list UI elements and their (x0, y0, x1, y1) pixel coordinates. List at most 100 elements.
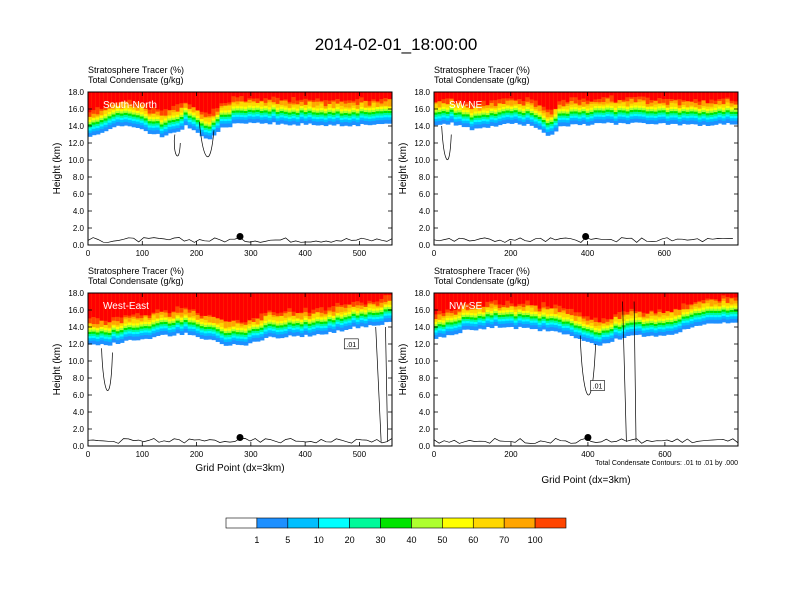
panel-header-condensate: Total Condensate (g/kg) (88, 75, 184, 85)
colorbar-swatch (318, 517, 350, 529)
plot-frame (87, 91, 393, 246)
x-tick-label: 0 (432, 249, 437, 258)
panel-header-condensate: Total Condensate (g/kg) (434, 276, 530, 286)
location-marker (584, 434, 592, 441)
x-tick-label: 600 (658, 450, 672, 459)
panel-header-tracer: Stratosphere Tracer (%) (88, 65, 184, 75)
y-tick-label: 18.0 (414, 88, 430, 97)
plot-frame (87, 292, 393, 447)
panel-label: South-North (103, 100, 157, 111)
panel-4: Stratosphere Tracer (%)Total Condensate … (398, 266, 739, 486)
svg-text:.01: .01 (346, 342, 356, 349)
y-tick-label: 10.0 (68, 156, 84, 165)
condensate-contours (433, 125, 733, 243)
panel-header-tracer: Stratosphere Tracer (%) (88, 266, 184, 276)
y-tick-label: 18.0 (414, 289, 430, 298)
tracer-field (434, 92, 738, 245)
y-tick-label: 18.0 (68, 289, 84, 298)
x-tick-label: 500 (353, 450, 367, 459)
y-tick-label: 0.0 (419, 241, 431, 250)
panel-label: NW-SE (449, 301, 482, 312)
y-tick-label: 10.0 (414, 156, 430, 165)
plot-frame (433, 292, 739, 447)
x-tick-label: 0 (432, 450, 437, 459)
panel-header-tracer: Stratosphere Tracer (%) (434, 266, 530, 276)
colorbar-swatch (349, 517, 381, 529)
y-tick-label: 14.0 (414, 323, 430, 332)
y-tick-label: 14.0 (414, 122, 430, 131)
y-tick-label: 8.0 (419, 374, 431, 383)
y-tick-label: 14.0 (68, 122, 84, 131)
colorbar-label: 5 (285, 535, 290, 545)
colorbar-label: 10 (314, 535, 324, 545)
y-tick-label: 6.0 (419, 391, 431, 400)
y-tick-label: 4.0 (419, 207, 431, 216)
y-tick-label: 4.0 (73, 408, 85, 417)
colorbar-swatch (411, 517, 443, 529)
y-axis-label: Height (km) (52, 143, 63, 195)
y-tick-label: 14.0 (68, 323, 84, 332)
y-tick-label: 0.0 (73, 241, 85, 250)
colorbar-swatch (472, 517, 505, 529)
y-tick-label: 2.0 (73, 224, 85, 233)
colorbar-label: 50 (437, 535, 447, 545)
panel-header-tracer: Stratosphere Tracer (%) (434, 65, 530, 75)
figure-title: 2014-02-01_18:00:00 (315, 35, 478, 54)
y-tick-label: 2.0 (419, 224, 431, 233)
x-tick-label: 400 (581, 249, 595, 258)
y-axis-label: Height (km) (52, 344, 63, 396)
y-tick-label: 12.0 (414, 340, 430, 349)
y-tick-label: 10.0 (414, 357, 430, 366)
y-tick-label: 12.0 (68, 340, 84, 349)
contour-label: .01 (590, 380, 605, 391)
panel-1: Stratosphere Tracer (%)Total Condensate … (52, 65, 393, 258)
x-tick-label: 100 (136, 450, 150, 459)
x-tick-label: 400 (298, 249, 312, 258)
panel-3: Stratosphere Tracer (%)Total Condensate … (52, 266, 393, 474)
x-tick-label: 400 (298, 450, 312, 459)
colorbar-swatch (442, 517, 474, 529)
panel-header-condensate: Total Condensate (g/kg) (88, 276, 184, 286)
panel-label: SW-NE (449, 100, 482, 111)
y-tick-label: 16.0 (414, 105, 430, 114)
y-tick-label: 8.0 (73, 173, 85, 182)
colorbar-label: 30 (376, 535, 386, 545)
y-tick-label: 8.0 (419, 173, 431, 182)
colorbar-label: 60 (468, 535, 478, 545)
x-tick-label: 0 (86, 450, 91, 459)
y-tick-label: 4.0 (419, 408, 431, 417)
y-tick-label: 6.0 (419, 190, 431, 199)
colorbar-swatch (225, 517, 258, 529)
colorbar-swatch (380, 517, 412, 529)
x-axis-label: Grid Point (dx=3km) (195, 463, 284, 474)
colorbar: 1 5 10 20 30 40 50 60 70 100 (225, 517, 567, 545)
location-marker (582, 233, 590, 240)
x-tick-label: 100 (136, 249, 150, 258)
y-tick-label: 18.0 (68, 88, 84, 97)
y-tick-label: 8.0 (73, 374, 85, 383)
y-tick-label: 2.0 (419, 425, 431, 434)
x-tick-label: 300 (244, 249, 258, 258)
x-tick-label: 200 (190, 450, 204, 459)
y-tick-label: 16.0 (68, 306, 84, 315)
y-tick-label: 0.0 (73, 442, 85, 451)
colorbar-label: 20 (345, 535, 355, 545)
location-marker (236, 233, 244, 240)
plot-frame (433, 91, 739, 246)
x-tick-label: 400 (581, 450, 595, 459)
contour-label: .01 (343, 338, 359, 350)
x-tick-label: 200 (190, 249, 204, 258)
x-tick-label: 300 (244, 450, 258, 459)
panels: Stratosphere Tracer (%)Total Condensate … (52, 65, 739, 486)
colorbar-label: 100 (528, 535, 543, 545)
y-tick-label: 10.0 (68, 357, 84, 366)
panel-2: Stratosphere Tracer (%)Total Condensate … (398, 65, 739, 258)
contour-footnote: Total Condensate Contours: .01 to .01 by… (595, 460, 738, 467)
y-axis-label: Height (km) (398, 143, 409, 195)
svg-text:.01: .01 (593, 384, 603, 391)
colorbar-label: 70 (499, 535, 509, 545)
location-marker (236, 434, 244, 441)
y-tick-label: 12.0 (414, 139, 430, 148)
colorbar-swatch (534, 517, 567, 529)
